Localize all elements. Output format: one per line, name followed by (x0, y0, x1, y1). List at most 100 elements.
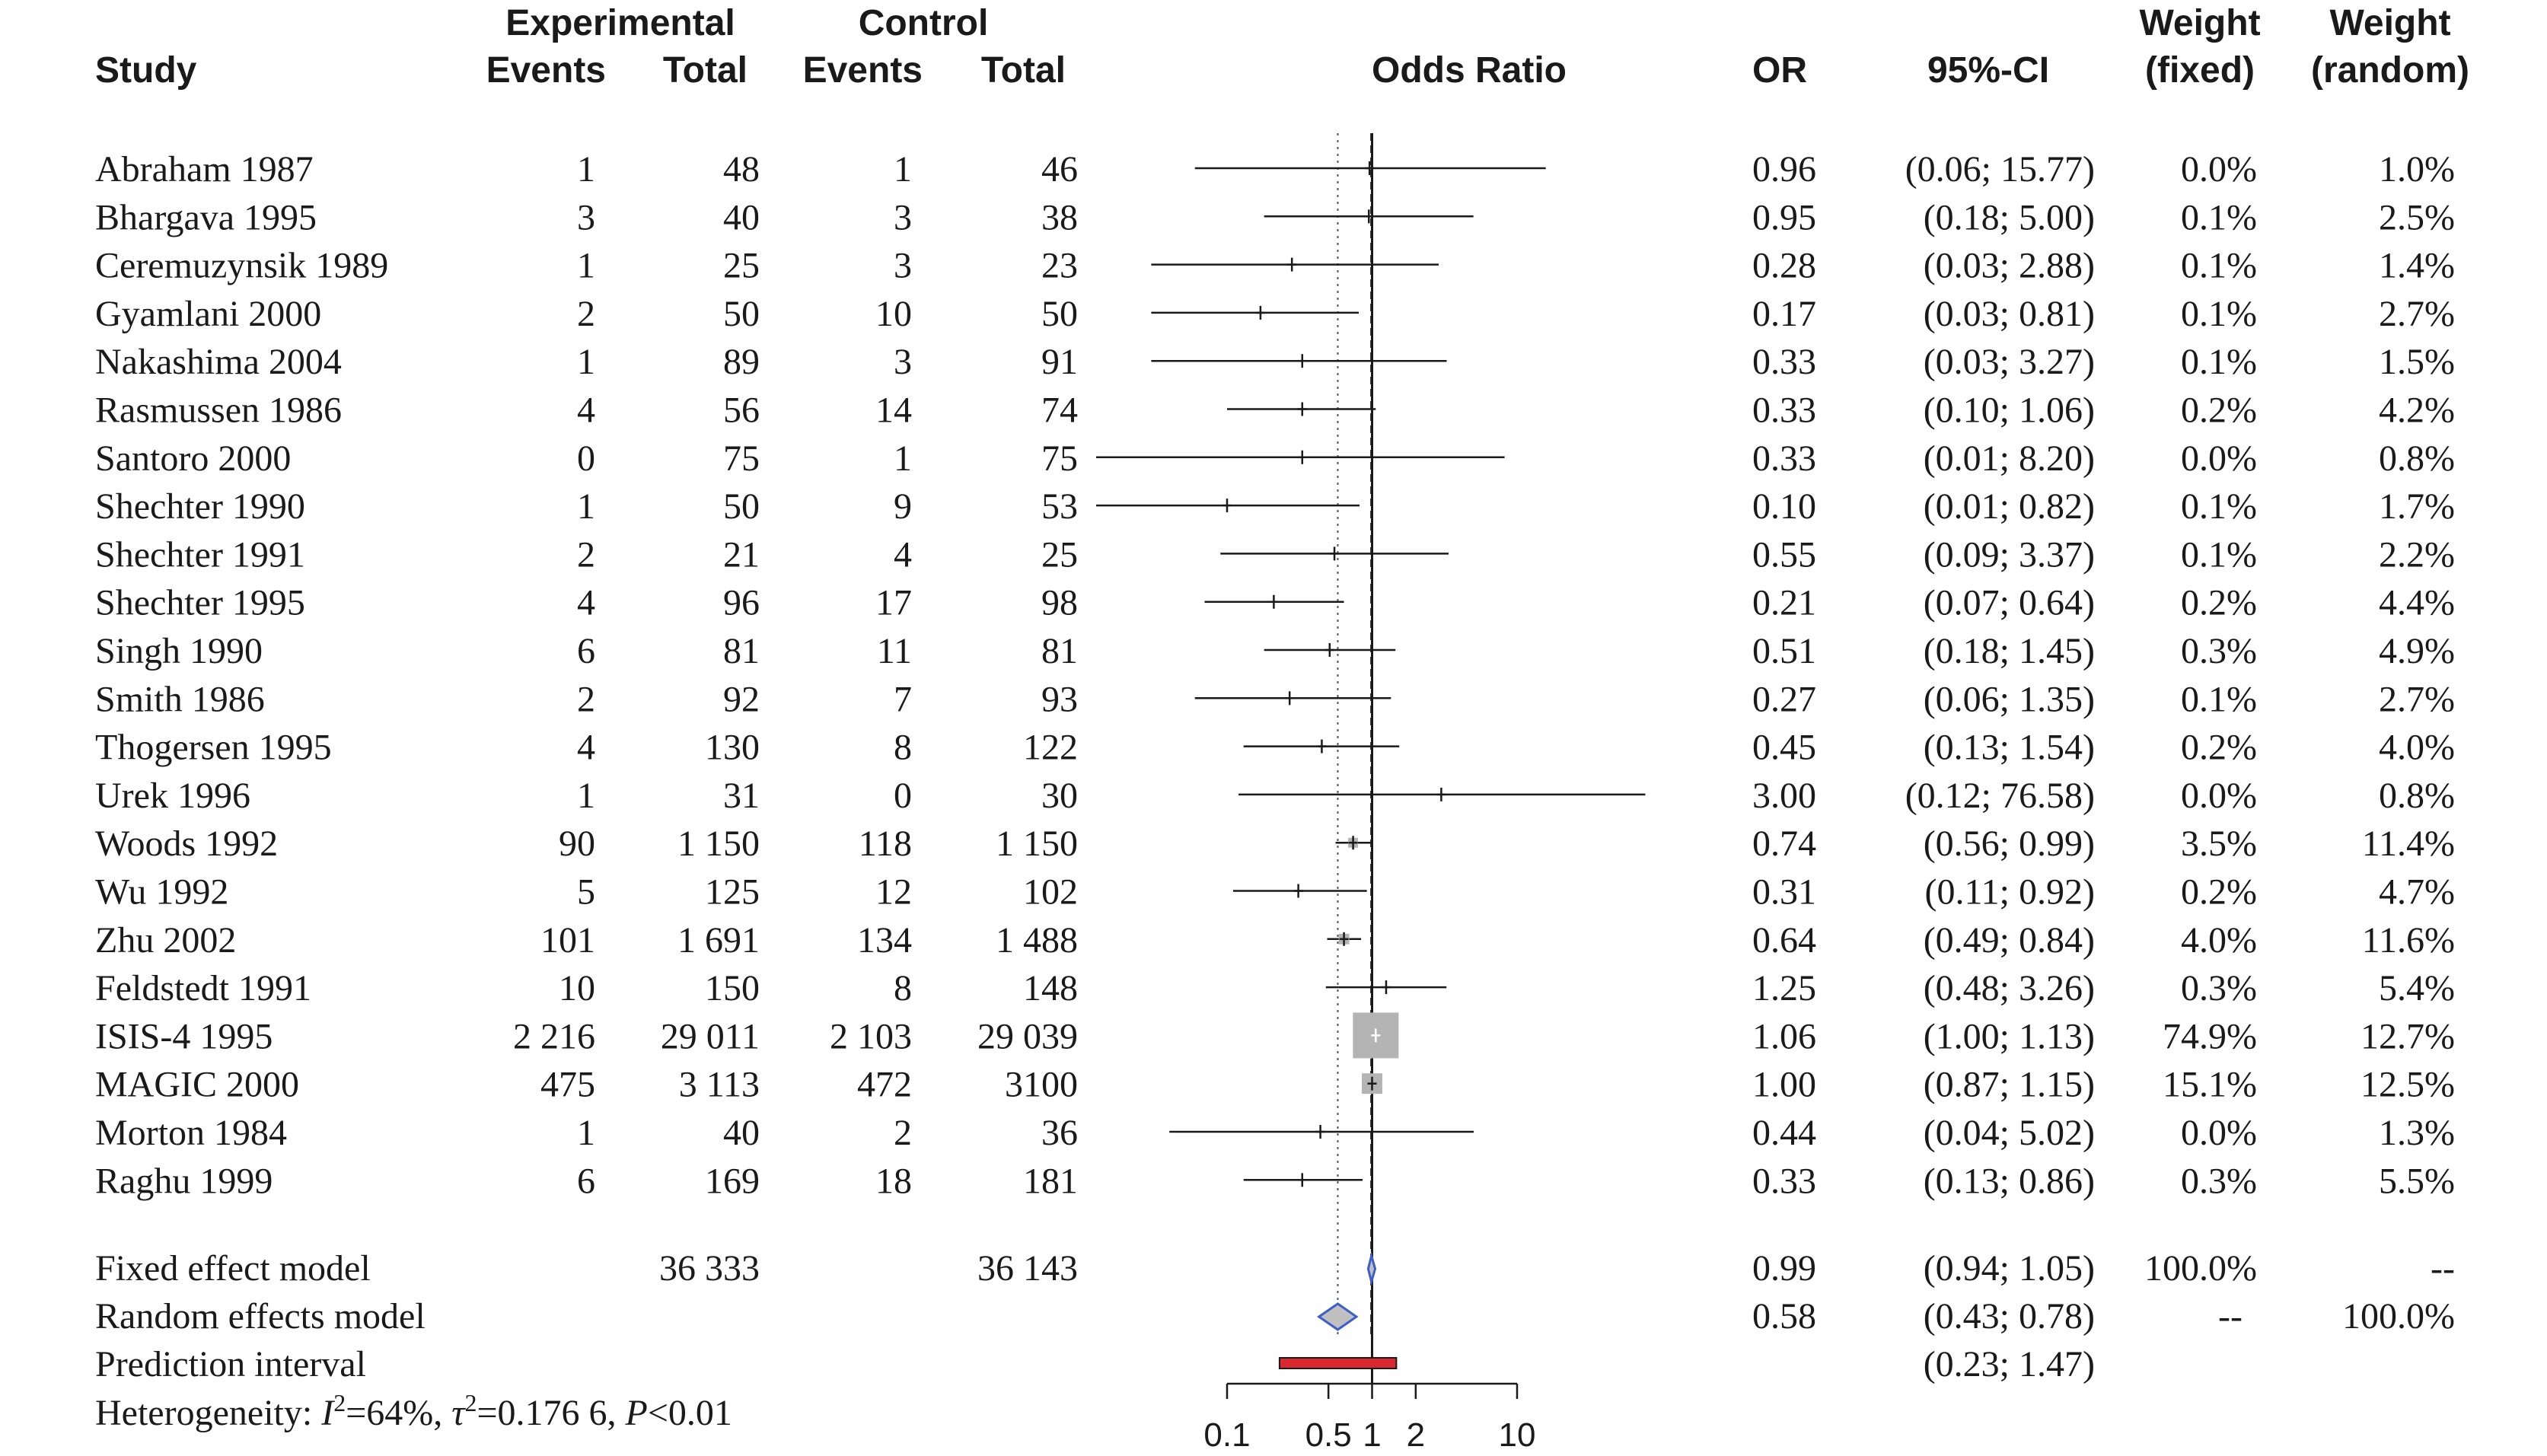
exp-events: 1 (577, 1113, 595, 1153)
random-or: 0.58 (1752, 1296, 1816, 1337)
ci-value: (0.18; 1.45) (1924, 631, 2095, 671)
weight-fixed: 0.3% (2181, 968, 2257, 1008)
ci-value: (0.56; 0.99) (1924, 824, 2095, 864)
or-value: 0.55 (1752, 534, 1816, 575)
exp-events: 1 (577, 246, 595, 286)
study-mark (1238, 787, 1646, 801)
random-effect-diamond (1317, 1302, 1359, 1331)
ctrl-total: 38 (1041, 197, 1078, 237)
ci-value: (0.03; 2.88) (1924, 246, 2095, 286)
study-name: Singh 1990 (95, 631, 263, 671)
ctrl-events: 9 (894, 486, 912, 527)
ctrl-events: 8 (894, 728, 912, 768)
study-name: Shechter 1991 (95, 534, 305, 575)
ctrl-events: 1 (894, 438, 912, 479)
plot-area: 0.1 0.5 1 2 10 (1096, 133, 1646, 1454)
header-weight-random-top: Weight (2329, 3, 2450, 43)
random-ci: (0.43; 0.78) (1924, 1296, 2095, 1337)
weight-random: 0.8% (2379, 438, 2455, 479)
weight-fixed: 0.1% (2181, 486, 2257, 527)
ctrl-total: 50 (1041, 294, 1078, 334)
weight-random: 2.7% (2379, 294, 2455, 334)
ctrl-events: 4 (894, 534, 912, 575)
or-value: 1.06 (1752, 1016, 1816, 1056)
table-row: Wu 1992 5 125 12 102 0.31 (0.11; 0.92) 0.2% 4.7% (95, 872, 2455, 913)
ctrl-total: 122 (1023, 728, 1078, 768)
ci-value: (0.13; 0.86) (1924, 1161, 2095, 1201)
study-name: Bhargava 1995 (95, 197, 317, 237)
header-weight-random: (random) (2311, 50, 2469, 91)
exp-total: 56 (723, 390, 760, 431)
header-or: OR (1752, 50, 1807, 91)
column-headers: Experimental Control Weight Weight Study… (95, 3, 2469, 91)
ci-value: (0.03; 3.27) (1924, 342, 2095, 382)
fixed-or: 0.99 (1752, 1248, 1816, 1289)
ctrl-total: 46 (1041, 149, 1078, 190)
ci-value: (0.11; 0.92) (1924, 872, 2095, 913)
exp-total: 75 (723, 438, 760, 479)
ctrl-total: 81 (1041, 631, 1078, 671)
exp-events: 2 (577, 534, 595, 575)
exp-total: 169 (705, 1161, 760, 1201)
exp-events: 1 (577, 342, 595, 382)
header-control: Control (859, 3, 989, 43)
exp-total: 50 (723, 486, 760, 527)
study-mark (1194, 161, 1546, 175)
weight-random: 2.2% (2379, 534, 2455, 575)
or-value: 0.44 (1752, 1113, 1816, 1153)
ci-value: (0.18; 5.00) (1924, 197, 2095, 237)
header-study: Study (95, 50, 197, 91)
or-value: 0.96 (1752, 149, 1816, 190)
ctrl-total: 23 (1041, 246, 1078, 286)
fixed-ctrl-total: 36 143 (977, 1248, 1078, 1289)
exp-events: 4 (577, 583, 595, 623)
or-value: 0.33 (1752, 438, 1816, 479)
ctrl-total: 98 (1041, 583, 1078, 623)
weight-fixed: 0.1% (2181, 246, 2257, 286)
weight-fixed: 0.0% (2181, 1113, 2257, 1153)
weight-random: 2.5% (2379, 197, 2455, 237)
ctrl-events: 3 (894, 197, 912, 237)
table-row: Woods 1992 90 1 150 118 1 150 0.74 (0.56; 0.99… (95, 824, 2455, 864)
ci-value: (1.00; 1.13) (1924, 1016, 2095, 1056)
weight-random: 12.7% (2361, 1016, 2455, 1056)
ci-value: (0.48; 3.26) (1924, 968, 2095, 1008)
table-row: Zhu 2002 101 1 691 134 1 488 0.64 (0.49; 0.84)… (95, 920, 2455, 961)
study-name: Woods 1992 (95, 824, 278, 864)
ci-value: (0.06; 1.35) (1924, 679, 2095, 719)
weight-fixed: 0.1% (2181, 294, 2257, 334)
weight-fixed: 4.0% (2181, 920, 2257, 961)
weight-random: 4.4% (2379, 583, 2455, 623)
ctrl-events: 3 (894, 246, 912, 286)
weight-fixed: 0.2% (2181, 390, 2257, 431)
ctrl-total: 3100 (1005, 1065, 1078, 1105)
weight-fixed: 0.1% (2181, 197, 2257, 237)
weight-fixed: 0.1% (2181, 679, 2257, 719)
weight-random: 11.6% (2362, 920, 2455, 961)
exp-events: 1 (577, 149, 595, 190)
ci-value: (0.06; 15.77) (1905, 149, 2095, 190)
weight-fixed: 0.1% (2181, 342, 2257, 382)
header-ci: 95%-CI (1927, 50, 2049, 91)
ctrl-total: 75 (1041, 438, 1078, 479)
header-exp-events: Events (486, 50, 606, 91)
or-value: 1.00 (1752, 1065, 1816, 1105)
table-row: Feldstedt 1991 10 150 8 148 1.25 (0.48; 3.26) 0… (95, 968, 2455, 1008)
exp-total: 130 (705, 728, 760, 768)
weight-random: 2.7% (2379, 679, 2455, 719)
ci-value: (0.01; 8.20) (1924, 438, 2095, 479)
weight-random: 4.9% (2379, 631, 2455, 671)
table-row: Thogersen 1995 4 130 8 122 0.45 (0.13; 1.54) 0.… (95, 728, 2455, 768)
study-name: Santoro 2000 (95, 438, 291, 479)
ctrl-events: 18 (875, 1161, 912, 1201)
random-label: Random effects model (95, 1296, 426, 1337)
exp-total: 150 (705, 968, 760, 1008)
study-mark (1096, 499, 1360, 513)
weight-random: 4.0% (2379, 728, 2455, 768)
ctrl-total: 91 (1041, 342, 1078, 382)
fixed-exp-total: 36 333 (659, 1248, 760, 1289)
study-mark (1220, 546, 1449, 561)
exp-total: 1 150 (677, 824, 760, 864)
or-value: 0.10 (1752, 486, 1816, 527)
study-mark (1327, 932, 1362, 946)
